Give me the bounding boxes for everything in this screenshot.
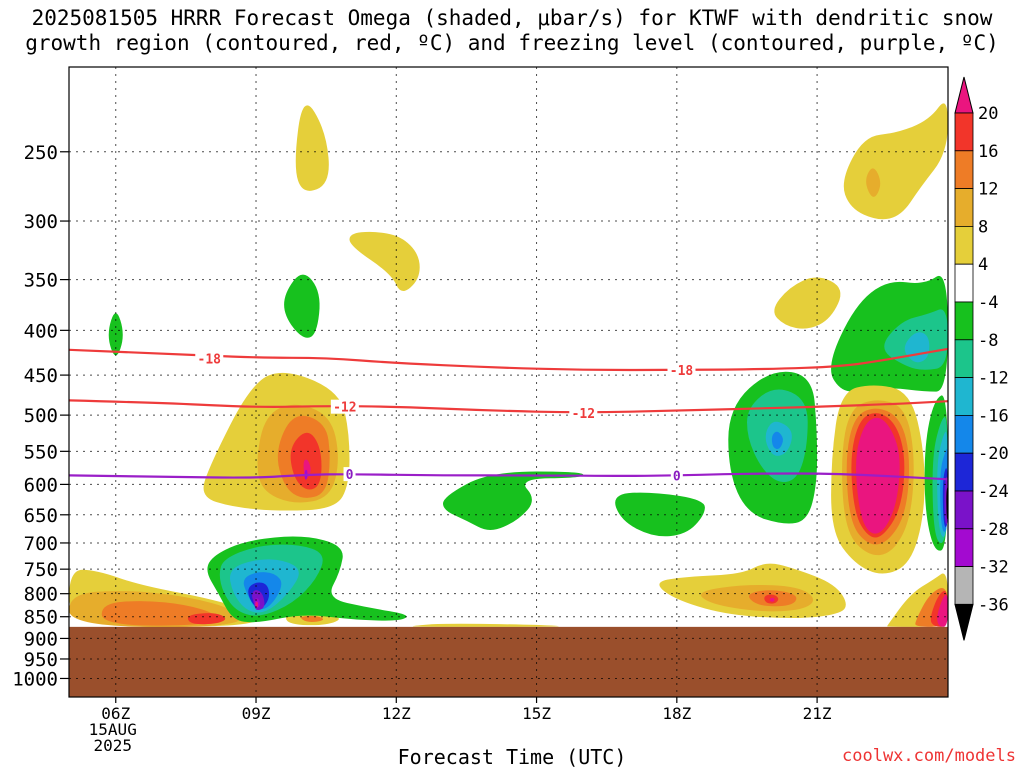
colorbar-swatch-2 <box>954 150 974 190</box>
colorbar-swatch-11 <box>954 490 974 530</box>
y-tick-label-900: 900 <box>24 628 58 650</box>
colorbar-label-1: 16 <box>978 142 998 162</box>
omega-area-4 <box>187 613 226 625</box>
omega-area-26 <box>615 492 705 537</box>
colorbar-swatch-13 <box>954 566 974 605</box>
contour-label-2: 0 <box>346 468 354 483</box>
contour-labels: -18 -12 0 -12 -18 0 <box>195 351 696 484</box>
y-tick-label-300: 300 <box>24 211 58 233</box>
colorbar: 20 16 12 8 4 -4 -8 -12 -16 -20 -24 -28 -32 -36 <box>954 76 1009 641</box>
omega-area-34 <box>843 103 948 220</box>
y-axis-ticks: 2503003504004505005506006507007508008509… <box>12 142 69 690</box>
x-tick-label-21Z: 21Z <box>803 704 832 723</box>
colorbar-label-8: -16 <box>978 406 1009 426</box>
x-tick-label-06Z: 06Z <box>101 704 130 723</box>
grid-lines <box>69 67 948 697</box>
y-tick-label-600: 600 <box>24 474 58 496</box>
x-tick-label-09Z: 09Z <box>242 704 271 723</box>
contour-line-1 <box>69 399 948 414</box>
contour-label-bg-4 <box>667 362 696 377</box>
ground-surface <box>69 626 948 697</box>
omega-area-32 <box>769 597 775 602</box>
y-tick-label-1000: 1000 <box>12 668 58 690</box>
contour-label-bg-5 <box>670 468 683 483</box>
y-tick-label-650: 650 <box>24 505 58 527</box>
colorbar-label-3: 8 <box>978 217 988 237</box>
x-tick-label-18Z: 18Z <box>662 704 691 723</box>
contour-line-2 <box>69 472 948 481</box>
y-tick-label-850: 850 <box>24 607 58 629</box>
colorbar-swatch-12 <box>954 528 974 567</box>
y-tick-label-700: 700 <box>24 533 58 555</box>
omega-area-6 <box>301 615 324 622</box>
colorbar-label-6: -8 <box>978 331 998 351</box>
y-tick-label-400: 400 <box>24 320 58 342</box>
omega-area-25 <box>443 471 584 530</box>
ground-fill <box>69 626 948 697</box>
contour-label-5: 0 <box>673 469 681 484</box>
colorbar-swatch-1 <box>954 112 974 152</box>
colorbar-label-7: -12 <box>978 369 1009 389</box>
chart-title: 2025081505 HRRR Forecast Omega (shaded, … <box>0 6 1024 56</box>
colorbar-label-13: -36 <box>978 595 1009 615</box>
y-tick-label-350: 350 <box>24 270 58 292</box>
colorbar-swatch-5 <box>954 263 974 303</box>
omega-area-24 <box>349 231 420 292</box>
x-tick-label-15Z: 15Z <box>522 704 551 723</box>
contour-line-0 <box>69 347 948 372</box>
colorbar-bottom-arrow <box>954 603 974 641</box>
contour-label-bg-0 <box>195 351 224 366</box>
colorbar-label-12: -32 <box>978 558 1009 578</box>
colorbar-label-5: -4 <box>978 293 998 313</box>
y-tick-label-800: 800 <box>24 584 58 606</box>
x-tick-label-12Z: 12Z <box>382 704 411 723</box>
omega-area-3 <box>101 601 215 626</box>
colorbar-swatch-10 <box>954 452 974 492</box>
omega-area-14 <box>255 601 259 608</box>
omega-area-58 <box>937 594 948 627</box>
colorbar-top-arrow <box>954 76 974 114</box>
colorbar-label-4: 4 <box>978 255 988 275</box>
chart-title-line-2: growth region (contoured, red, ºC) and f… <box>25 31 999 55</box>
contour-label-bg-1 <box>330 399 359 414</box>
x-tick-sublabel-1: 2025 <box>93 736 132 755</box>
y-tick-label-250: 250 <box>24 142 58 164</box>
credit-text: coolwx.com/models <box>842 746 1016 766</box>
omega-area-35 <box>866 168 881 197</box>
contour-label-0: -18 <box>198 353 222 368</box>
omega-area-21 <box>295 105 329 191</box>
colorbar-label-11: -28 <box>978 520 1009 540</box>
omega-area-22 <box>284 274 320 338</box>
colorbar-label-9: -20 <box>978 444 1009 464</box>
colorbar-swatch-6 <box>954 301 974 341</box>
colorbar-swatch-9 <box>954 414 974 454</box>
y-tick-label-500: 500 <box>24 405 58 427</box>
contour-label-3: -12 <box>572 407 595 422</box>
contour-label-4: -18 <box>670 364 694 379</box>
colorbar-swatch-8 <box>954 377 974 416</box>
contour-label-bg-2 <box>343 467 356 482</box>
chart-title-line-1: 2025081505 HRRR Forecast Omega (shaded, … <box>31 6 993 30</box>
y-tick-label-550: 550 <box>24 441 58 463</box>
plot-frame <box>68 66 949 698</box>
colorbar-label-0: 20 <box>978 104 998 124</box>
omega-area-39 <box>771 431 783 450</box>
contour-lines <box>69 347 948 481</box>
y-tick-label-450: 450 <box>24 365 58 387</box>
colorbar-label-10: -24 <box>978 482 1009 502</box>
y-tick-label-750: 750 <box>24 559 58 581</box>
x-tick-sublabel-0: 15AUG <box>89 720 137 739</box>
colorbar-label-2: 12 <box>978 180 998 200</box>
omega-area-33 <box>774 277 841 329</box>
omega-area-27 <box>412 623 559 627</box>
colorbar-swatch-7 <box>954 339 974 378</box>
x-axis-label: Forecast Time (UTC) <box>397 745 627 769</box>
contour-label-bg-3 <box>569 405 598 420</box>
y-tick-label-950: 950 <box>24 649 58 671</box>
contour-label-1: -12 <box>333 401 356 416</box>
colorbar-swatch-3 <box>954 188 974 227</box>
colorbar-swatch-4 <box>954 225 974 265</box>
